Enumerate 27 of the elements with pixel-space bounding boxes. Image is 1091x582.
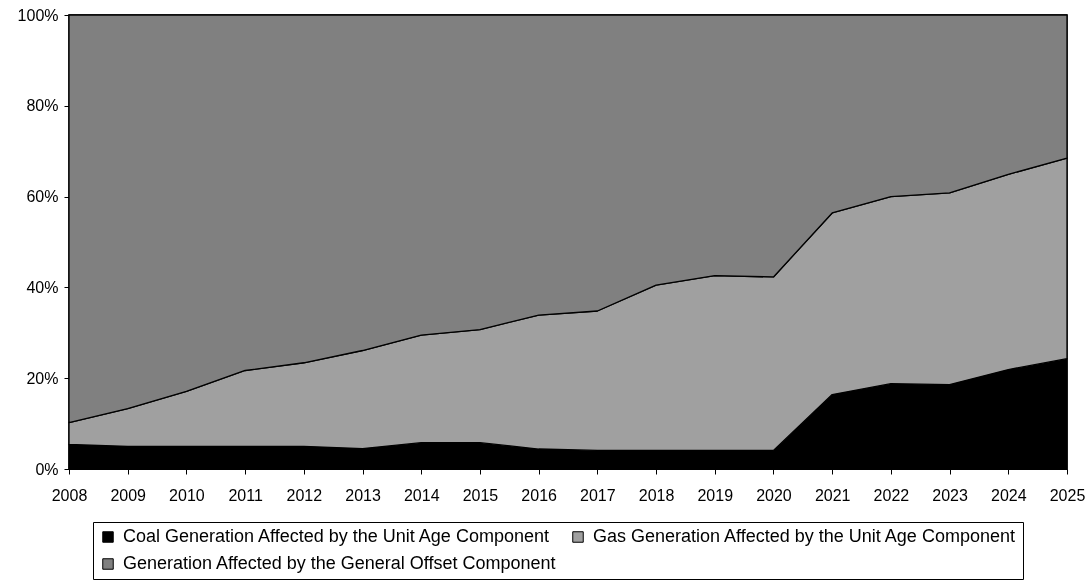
x-tick-label: 2023 [932, 486, 968, 504]
y-tick-label: 0% [35, 460, 59, 478]
x-tick-label: 2022 [873, 486, 910, 504]
x-tick-label: 2013 [345, 486, 381, 504]
x-tick-label: 2011 [228, 486, 263, 504]
y-tick-label: 20% [26, 369, 59, 387]
x-tick-label: 2009 [110, 486, 147, 504]
x-tick-label: 2019 [697, 486, 734, 504]
x-tick-label: 2025 [1049, 486, 1086, 504]
x-tick-label: 2016 [521, 486, 558, 504]
x-tick-label: 2018 [638, 486, 675, 504]
x-tick-label: 2014 [403, 486, 440, 504]
x-tick-label: 2012 [286, 486, 323, 504]
legend-label: Coal Generation Affected by the Unit Age Component [123, 526, 549, 546]
y-tick-label: 80% [26, 97, 59, 115]
x-tick-label: 2020 [756, 486, 792, 504]
x-tick-label: 2015 [462, 486, 499, 504]
x-tick-label: 2024 [991, 486, 1027, 504]
legend-label: Gas Generation Affected by the Unit Age Component [593, 526, 1015, 546]
y-tick-label: 100% [17, 6, 59, 24]
x-tick-label: 2017 [580, 486, 616, 504]
y-tick-label: 60% [26, 188, 59, 206]
x-tick-label: 2008 [51, 486, 88, 504]
x-tick-label: 2021 [814, 486, 851, 504]
legend-label: Generation Affected by the General Offset Component [123, 553, 556, 573]
x-tick-label: 2010 [169, 486, 205, 504]
y-tick-label: 40% [26, 278, 59, 296]
